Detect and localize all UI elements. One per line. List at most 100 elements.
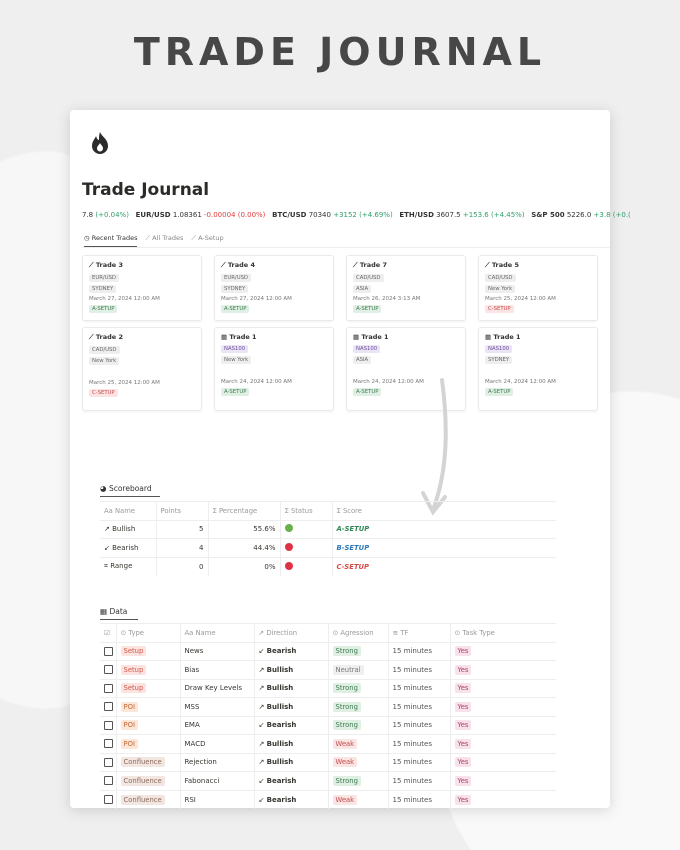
card-title: Trade 2 bbox=[95, 333, 123, 341]
direction-cell: Bearish bbox=[266, 795, 297, 804]
page-title: Trade Journal bbox=[82, 180, 210, 200]
trade-card[interactable]: ⟋ Trade 7 CAD/USD ASIA March 26, 2024 3:… bbox=[346, 255, 466, 321]
card-title: Trade 4 bbox=[227, 261, 255, 269]
setup-tag: C-SETUP bbox=[89, 389, 118, 397]
row-checkbox[interactable] bbox=[104, 776, 113, 786]
table-row[interactable]: Confluence RSI ↙ Bearish Weak 15 minutes… bbox=[100, 789, 556, 809]
setup-tag: A-SETUP bbox=[353, 305, 382, 313]
ticker-change: +3152 (+4.69%) bbox=[333, 211, 393, 219]
arrow-down-left-icon: ↙ bbox=[258, 795, 265, 804]
row-checkbox[interactable] bbox=[104, 702, 113, 712]
table-row[interactable]: POI MACD ↗ Bullish Weak 15 minutes Yes bbox=[100, 734, 556, 753]
column-header[interactable]: ↗ Direction bbox=[253, 623, 328, 642]
chart-icon: ⟋ bbox=[221, 261, 226, 269]
type-tag: Confluence bbox=[120, 794, 165, 805]
trade-card[interactable]: ▦ Trade 1 NAS100 ASIA March 24, 2024 12:… bbox=[346, 327, 466, 411]
ticker-tape: 7.8 (+0.04%) EUR/USD 1.08361 -0.00004 (0… bbox=[82, 211, 631, 219]
status-dot-icon bbox=[284, 524, 293, 533]
pair-tag: CAD/USD bbox=[89, 346, 120, 354]
task-type-tag: Yes bbox=[454, 757, 472, 768]
name-cell: Bias bbox=[179, 660, 254, 679]
trade-card[interactable]: ▦ Trade 1 NAS100 SYDNEY March 24, 2024 1… bbox=[478, 327, 598, 411]
tab-all-trades[interactable]: ⟋ All Trades bbox=[145, 234, 183, 247]
arrow-up-right-icon: ↗ bbox=[258, 665, 265, 674]
chart-icon: ⟋ bbox=[353, 261, 358, 269]
table-row[interactable]: Confluence Fabonacci ↙ Bearish Strong 15… bbox=[100, 771, 556, 790]
ticker-price: 7.8 bbox=[82, 211, 94, 219]
table-row[interactable]: Setup News ↙ Bearish Strong 15 minutes Y… bbox=[100, 641, 556, 661]
trade-card[interactable]: ⟋ Trade 3 EUR/USD SYDNEY March 27, 2024 … bbox=[82, 255, 202, 321]
session-tag: SYDNEY bbox=[221, 285, 249, 293]
table-row[interactable]: ⌗ Range 0 0% C-SETUP bbox=[100, 556, 556, 576]
row-name: Bullish bbox=[112, 525, 136, 534]
row-checkbox[interactable] bbox=[104, 739, 113, 749]
tab-recent-trades[interactable]: ◷ Recent Trades bbox=[84, 234, 138, 247]
tab-scoreboard[interactable]: ◕ Scoreboard bbox=[100, 484, 160, 497]
session-tag: ASIA bbox=[353, 356, 372, 364]
column-header[interactable]: Σ Status bbox=[279, 501, 332, 520]
header-label: TF bbox=[400, 628, 409, 637]
ticker-item[interactable]: ETH/USD 3607.5 +153.6 (+4.45%) bbox=[399, 211, 524, 219]
row-checkbox[interactable] bbox=[104, 646, 113, 656]
column-header[interactable]: Σ Percentage bbox=[207, 501, 280, 520]
arrow-up-right-icon: ↗ bbox=[258, 758, 265, 767]
column-header[interactable]: Aa Name bbox=[179, 623, 254, 642]
row-checkbox[interactable] bbox=[104, 720, 113, 730]
tab-label: A-Setup bbox=[198, 234, 224, 242]
card-title: Trade 1 bbox=[493, 333, 521, 341]
card-title: Trade 3 bbox=[95, 261, 123, 269]
setup-tag: A-SETUP bbox=[221, 305, 250, 313]
trade-card[interactable]: ⟋ Trade 2 CAD/USD New York March 25, 202… bbox=[82, 327, 202, 411]
card-title: Trade 1 bbox=[361, 333, 389, 341]
ticker-item[interactable]: 7.8 (+0.04%) bbox=[82, 211, 129, 219]
setup-tag: A-SETUP bbox=[353, 388, 382, 396]
column-header[interactable]: Aa Name bbox=[100, 501, 156, 520]
percentage-cell: 55.6% bbox=[207, 519, 280, 539]
tab-a-setup[interactable]: ⟋ A-Setup bbox=[191, 234, 223, 247]
column-header[interactable]: Points bbox=[155, 501, 208, 520]
direction-icon: ⌗ bbox=[104, 562, 108, 570]
name-cell: News bbox=[179, 641, 254, 661]
ticker-item[interactable]: EUR/USD 1.08361 -0.00004 (0.00%) bbox=[136, 211, 266, 219]
trade-date: March 24, 2024 12:00 AM bbox=[221, 379, 292, 385]
arrow-up-right-icon: ↗ bbox=[258, 702, 265, 711]
row-checkbox[interactable] bbox=[104, 757, 113, 767]
clock-icon: ◷ bbox=[84, 234, 90, 242]
name-cell: MACD bbox=[179, 734, 254, 753]
session-tag: New York bbox=[485, 285, 516, 293]
task-type-tag: Yes bbox=[454, 683, 472, 694]
column-header[interactable]: ≡ TF bbox=[387, 623, 450, 642]
trade-date: March 27, 2024 12:00 AM bbox=[221, 296, 292, 302]
table-row[interactable]: Confluence Rejection ↗ Bullish Weak 15 m… bbox=[100, 752, 556, 772]
column-header[interactable]: ⊙ Type bbox=[115, 623, 180, 642]
name-cell: Rejection bbox=[179, 752, 254, 772]
card-title: Trade 7 bbox=[359, 261, 387, 269]
table-row[interactable]: POI MSS ↗ Bullish Strong 15 minutes Yes bbox=[100, 697, 556, 716]
table-row[interactable]: ↗ Bullish 5 55.6% A-SETUP bbox=[100, 519, 556, 539]
trade-card[interactable]: ▦ Trade 1 NAS100 New York March 24, 2024… bbox=[214, 327, 334, 411]
column-header[interactable]: ⊙ Agression bbox=[327, 623, 388, 642]
table-row[interactable]: Setup Bias ↗ Bullish Neutral 15 minutes … bbox=[100, 660, 556, 679]
trade-card[interactable]: ⟋ Trade 4 EUR/USD SYDNEY March 27, 2024 … bbox=[214, 255, 334, 321]
trade-date: March 25, 2024 12:00 AM bbox=[89, 380, 160, 386]
row-checkbox[interactable] bbox=[104, 665, 113, 675]
card-title: Trade 5 bbox=[491, 261, 519, 269]
ticker-price: 1.08361 bbox=[172, 211, 202, 219]
chart-icon: ⟋ bbox=[191, 234, 196, 242]
type-tag: Confluence bbox=[120, 775, 165, 786]
select-all-checkbox[interactable]: ☑ bbox=[100, 623, 116, 642]
row-checkbox[interactable] bbox=[104, 795, 113, 804]
ticker-item[interactable]: BTC/USD 70340 +3152 (+4.69%) bbox=[272, 211, 393, 219]
table-row[interactable]: ↙ Bearish 4 44.4% B-SETUP bbox=[100, 538, 556, 557]
select-icon: ⊙ bbox=[120, 628, 127, 637]
column-header[interactable]: ⊙ Task Type bbox=[449, 623, 556, 642]
row-checkbox[interactable] bbox=[104, 683, 113, 693]
column-header[interactable]: Σ Score bbox=[331, 501, 556, 520]
table-row[interactable]: POI EMA ↙ Bearish Strong 15 minutes Yes bbox=[100, 715, 556, 735]
ticker-item[interactable]: S&P 500 5226.0 +3.8 (+0.( bbox=[531, 211, 631, 219]
name-cell: EMA bbox=[179, 715, 254, 735]
trade-card[interactable]: ⟋ Trade 5 CAD/USD New York March 25, 202… bbox=[478, 255, 598, 321]
table-row[interactable]: Setup Draw Key Levels ↗ Bullish Strong 1… bbox=[100, 678, 556, 698]
tab-data[interactable]: ▦ Data bbox=[100, 607, 138, 620]
select-icon: ⊙ bbox=[332, 628, 339, 637]
